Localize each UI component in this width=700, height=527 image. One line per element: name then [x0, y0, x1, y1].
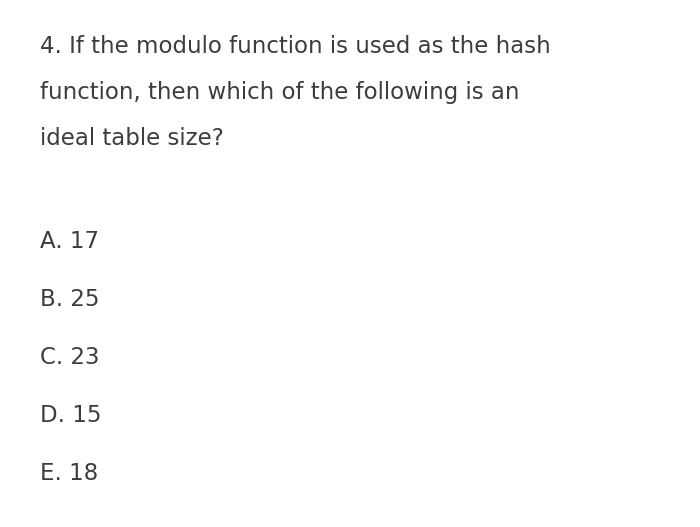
Text: 4. If the modulo function is used as the hash: 4. If the modulo function is used as the… [40, 35, 551, 58]
Text: D. 15: D. 15 [40, 404, 102, 427]
Text: B. 25: B. 25 [40, 288, 99, 311]
Text: A. 17: A. 17 [40, 230, 99, 253]
Text: ideal table size?: ideal table size? [40, 127, 224, 150]
Text: function, then which of the following is an: function, then which of the following is… [40, 81, 519, 104]
Text: C. 23: C. 23 [40, 346, 99, 369]
Text: E. 18: E. 18 [40, 462, 98, 485]
